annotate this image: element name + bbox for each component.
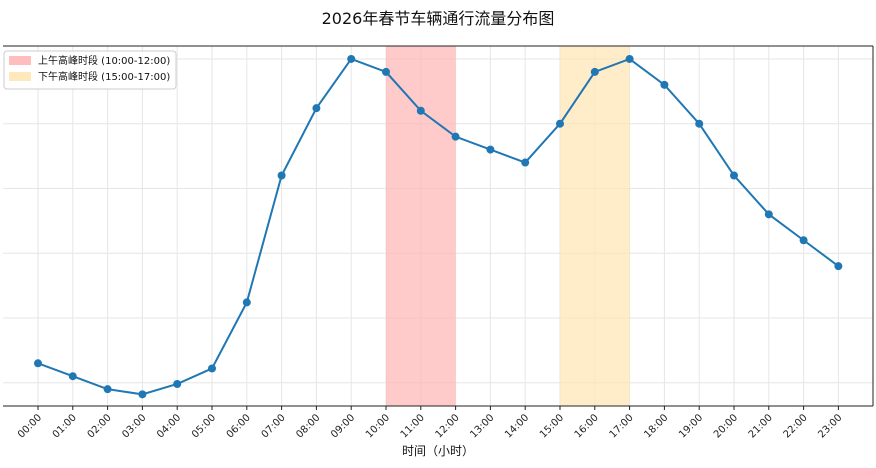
legend: 上午高峰时段 (10:00-12:00) 下午高峰时段 (15:00-17:00) xyxy=(3,50,177,90)
x-tick-label: 18:00 xyxy=(642,412,670,440)
data-point xyxy=(521,158,530,167)
x-tick-label: 11:00 xyxy=(399,412,427,440)
x-tick-label: 21:00 xyxy=(747,412,775,440)
data-point xyxy=(312,104,321,113)
x-tick-label: 17:00 xyxy=(608,412,636,440)
x-tick-label: 09:00 xyxy=(329,412,357,440)
chart-title: 2026年春节车辆通行流量分布图 xyxy=(322,9,555,28)
x-tick-label: 05:00 xyxy=(190,412,218,440)
x-tick-label: 00:00 xyxy=(16,412,44,440)
data-point xyxy=(173,379,182,388)
data-point xyxy=(208,364,216,373)
legend-box xyxy=(3,50,177,90)
x-axis-label: 时间（小时） xyxy=(402,444,474,458)
x-tick-label: 13:00 xyxy=(468,412,496,440)
highlight-band-1 xyxy=(386,46,456,406)
highlight-band-2 xyxy=(560,46,630,406)
series-line xyxy=(37,57,839,396)
x-tick-label: 14:00 xyxy=(503,412,531,440)
data-point xyxy=(103,385,112,394)
x-tick-label: 07:00 xyxy=(260,412,288,440)
legend-label-1: 上午高峰时段 (10:00-12:00) xyxy=(38,54,170,67)
data-point xyxy=(486,145,495,154)
data-point xyxy=(34,359,42,368)
x-tick-label: 16:00 xyxy=(573,412,601,440)
x-tick-label: 02:00 xyxy=(86,412,114,440)
legend-swatch-1 xyxy=(9,56,31,65)
data-point xyxy=(764,210,773,219)
data-point xyxy=(695,119,704,128)
legend-label-2: 下午高峰时段 (15:00-17:00) xyxy=(38,70,170,83)
x-tick-label: 06:00 xyxy=(225,412,253,440)
x-tick-label: 22:00 xyxy=(782,412,810,440)
x-tick-label: 10:00 xyxy=(364,412,392,440)
data-point xyxy=(347,54,356,63)
x-tick-label: 01:00 xyxy=(51,412,79,440)
data-point xyxy=(730,171,738,180)
data-point xyxy=(451,132,460,141)
x-tick-label: 08:00 xyxy=(294,412,322,440)
data-point xyxy=(242,298,251,307)
x-tick-label: 04:00 xyxy=(155,412,183,440)
data-point xyxy=(799,236,808,245)
data-point xyxy=(660,80,669,89)
data-point xyxy=(590,67,599,76)
x-tick-label: 03:00 xyxy=(120,412,148,440)
data-point xyxy=(138,390,147,399)
data-point xyxy=(556,119,564,128)
x-tick-label: 12:00 xyxy=(434,412,462,440)
data-point xyxy=(416,106,425,115)
data-point xyxy=(382,67,390,76)
x-tick-label: 15:00 xyxy=(538,412,566,440)
data-point xyxy=(625,54,634,63)
data-point xyxy=(834,262,843,271)
x-tick-label: 20:00 xyxy=(712,412,740,440)
x-tick-label: 23:00 xyxy=(816,412,844,440)
legend-swatch-2 xyxy=(9,72,31,81)
data-point xyxy=(68,372,77,381)
x-tick-label: 19:00 xyxy=(677,412,705,440)
data-point xyxy=(277,171,286,180)
